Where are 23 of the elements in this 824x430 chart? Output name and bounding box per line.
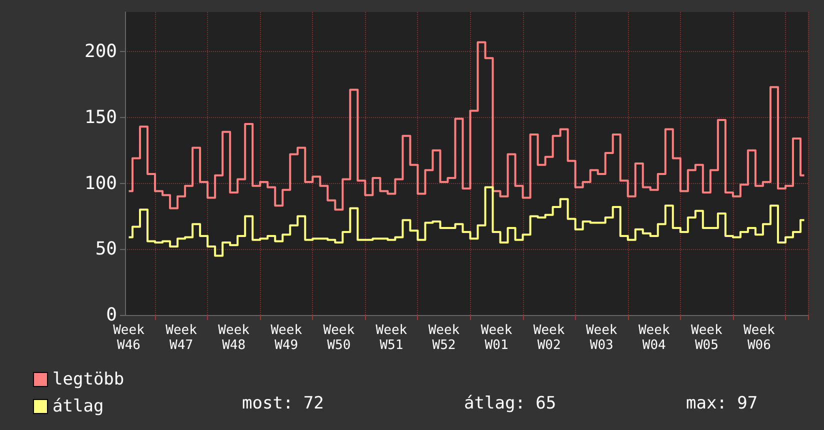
x-tick-label: Week W06 bbox=[744, 323, 776, 353]
x-tick-label: Week W04 bbox=[638, 323, 670, 353]
x-tick-label: Week W52 bbox=[428, 323, 460, 353]
legend-label: legtöbb bbox=[52, 370, 124, 390]
x-tick-label: Week W05 bbox=[691, 323, 722, 353]
y-tick-label: 200 bbox=[84, 41, 117, 62]
x-tick-label: Week W47 bbox=[166, 323, 198, 353]
y-tick-label: 0 bbox=[106, 304, 117, 326]
y-tick-label: 50 bbox=[95, 238, 117, 260]
text: most: 72 bbox=[242, 394, 324, 414]
x-tick-label: Week W03 bbox=[586, 323, 618, 353]
x-tick-label: Week W02 bbox=[533, 323, 565, 353]
x-tick-label: Week W51 bbox=[376, 323, 408, 353]
text: átlag: 65 bbox=[464, 394, 556, 414]
y-tick-label: 100 bbox=[84, 172, 117, 194]
x-tick-label: Week W46 bbox=[113, 323, 145, 353]
text: max: 97 bbox=[686, 394, 758, 414]
y-tick-label: 150 bbox=[84, 106, 117, 128]
x-tick-label: Week W01 bbox=[480, 323, 512, 353]
legend-label: átlag bbox=[52, 396, 104, 416]
x-tick-label: Week W50 bbox=[323, 323, 355, 353]
x-tick-label: Week W49 bbox=[270, 323, 302, 353]
x-tick-label: Week W48 bbox=[218, 323, 250, 353]
